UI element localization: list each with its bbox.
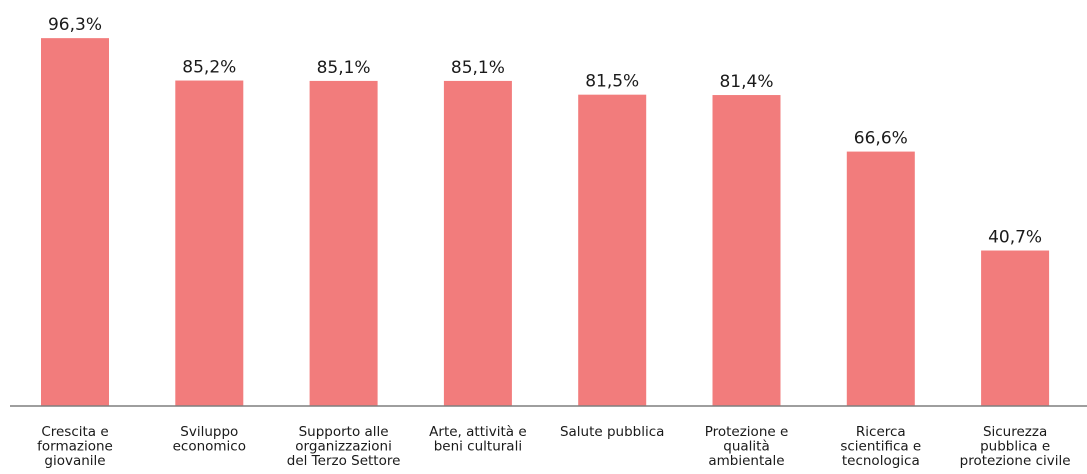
bar-value-label-4: 85,1% [451, 58, 505, 78]
category-label-line: scientifica e [840, 439, 921, 455]
category-labels-group: Crescita e formazione giovanile Sviluppo eco… [37, 424, 1070, 469]
category-label-line: Crescita e [41, 424, 108, 440]
category-label-line: beni culturali [434, 439, 522, 455]
category-label-line: protezione civile [960, 453, 1071, 469]
category-label-line: formazione [37, 439, 113, 455]
category-label-line: ambientale [708, 453, 784, 469]
category-label-line: Protezione e [705, 424, 789, 440]
bar-3 [309, 80, 378, 406]
category-label-4: Arte, attività e beni culturali [429, 424, 526, 455]
bar-6 [712, 95, 781, 406]
category-label-7: Ricerca scientifica e tecnologica [840, 424, 921, 469]
category-label-line: del Terzo Settore [287, 453, 401, 469]
bar-7 [846, 151, 915, 406]
category-label-line: Salute pubblica [560, 424, 665, 440]
category-label-line: economico [173, 439, 246, 455]
bar-5 [578, 94, 647, 407]
category-label-line: tecnologica [842, 453, 920, 469]
value-labels-group: 96,3% 85,2% 85,1% 85,1% 81,5% 81,4% 66,6% 40,7% [48, 15, 1042, 247]
category-label-1: Crescita e formazione giovanile [37, 424, 113, 469]
category-label-line: qualità [723, 439, 769, 455]
bar-1 [41, 38, 109, 406]
bar-value-label-6: 81,4% [719, 72, 773, 92]
bar-value-label-5: 81,5% [585, 72, 639, 92]
bar-2 [175, 80, 244, 406]
category-label-line: Arte, attività e [429, 424, 526, 440]
bar-value-label-1: 96,3% [48, 15, 102, 35]
bar-value-label-7: 66,6% [854, 129, 908, 149]
bars-group [41, 38, 1050, 407]
category-label-line: Sicurezza [983, 424, 1047, 440]
category-label-line: Sviluppo [180, 424, 238, 440]
bar-4 [443, 80, 512, 406]
category-label-6: Protezione e qualità ambientale [705, 424, 789, 469]
bar-8 [981, 250, 1050, 406]
category-label-line: pubblica e [980, 439, 1050, 455]
category-label-line: Supporto alle [299, 424, 389, 440]
category-label-line: organizzazioni [295, 439, 392, 455]
category-label-5: Salute pubblica [560, 424, 665, 440]
category-label-2: Sviluppo economico [173, 424, 246, 455]
bar-value-label-2: 85,2% [182, 58, 236, 78]
bar-value-label-8: 40,7% [988, 228, 1042, 248]
bar-value-label-3: 85,1% [317, 58, 371, 78]
category-label-3: Supporto alle organizzazioni del Terzo Set… [287, 424, 401, 469]
category-label-8: Sicurezza pubblica e protezione civile [960, 424, 1071, 469]
category-label-line: giovanile [44, 453, 105, 469]
category-label-line: Ricerca [856, 424, 906, 440]
